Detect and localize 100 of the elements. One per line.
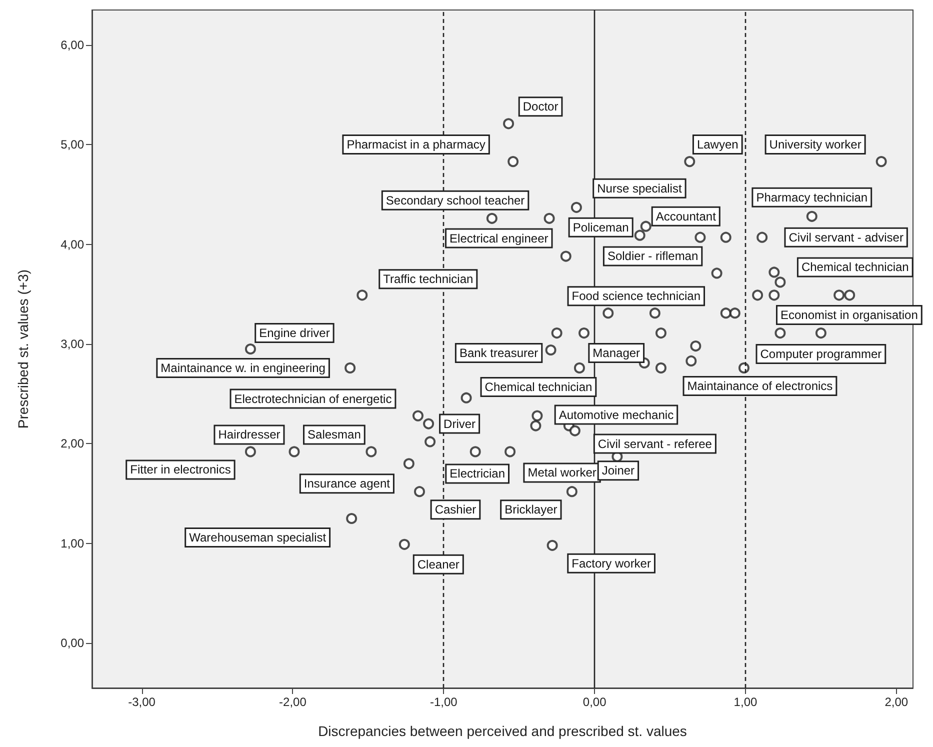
annotation: University worker (769, 138, 862, 152)
point (690, 340, 702, 352)
annotation: Electrician (450, 466, 506, 481)
point (244, 344, 256, 354)
x-tick-label: 1,00 (734, 695, 758, 709)
point (602, 308, 614, 319)
annotation: Lawyen (696, 138, 738, 152)
annotation: Electrotechnician of energetic (234, 392, 392, 406)
annotation: Computer programmer (760, 347, 882, 362)
annotation: Fitter in electronics (130, 462, 231, 477)
annotation: Doctor (522, 100, 558, 114)
point (504, 446, 516, 458)
annotation: Food science technician (572, 289, 701, 304)
annotation: Pharmacist in a pharmacy (346, 138, 486, 152)
point (768, 266, 780, 278)
point (720, 232, 732, 243)
y-axis-title: Prescribed st. values (+3) (15, 269, 31, 429)
annotation: Chemical technician (801, 260, 909, 274)
y-tick-label: 2,00 (60, 436, 84, 451)
point (288, 446, 300, 458)
point (398, 538, 410, 550)
point (545, 344, 556, 356)
point (752, 290, 764, 301)
y-tick-label: 3,00 (60, 337, 84, 352)
annotation: Traffic technician (383, 272, 474, 286)
point (774, 276, 786, 288)
annotation: Civil servant - referee (598, 436, 712, 451)
point (876, 156, 887, 168)
point (570, 202, 582, 213)
annotation: Nurse specialist (597, 181, 682, 196)
annotation: Factory worker (572, 556, 651, 570)
annotation: Bank treasurer (459, 346, 538, 360)
x-tick-label: 2,00 (884, 695, 908, 709)
point (530, 420, 542, 432)
point (655, 362, 666, 374)
point (655, 328, 666, 339)
annotation: Civil servant - adviser (788, 230, 904, 244)
y-tick-label: 0,00 (60, 636, 84, 650)
point (414, 486, 425, 498)
point (569, 425, 580, 436)
annotation: Hairdresser (218, 428, 280, 442)
annotation: Accountant (656, 209, 717, 224)
y-tick-label: 5,00 (60, 138, 84, 152)
x-tick-label: -1,00 (430, 695, 458, 709)
annotation: Cashier (434, 502, 476, 517)
point (470, 446, 481, 458)
annotation: Insurance agent (304, 476, 391, 491)
annotation: Warehouseman specialist (189, 530, 327, 544)
point (544, 212, 555, 224)
point (729, 308, 740, 319)
point (768, 290, 780, 301)
point (774, 328, 786, 339)
y-tick-label: 4,00 (60, 237, 84, 252)
x-tick-label: -3,00 (128, 695, 156, 709)
point (503, 118, 514, 130)
point (532, 410, 543, 422)
point (806, 210, 818, 222)
point (412, 410, 424, 422)
point (566, 486, 578, 498)
y-tick-label: 6,00 (60, 38, 84, 52)
point (560, 250, 572, 262)
annotation: Automotive mechanic (558, 408, 674, 422)
point (686, 355, 697, 366)
annotation: Cleaner (417, 557, 460, 572)
annotation: Chemical technician (484, 380, 592, 394)
point (424, 436, 436, 448)
x-axis-title: Discrepancies between perceived and prescribed st. values (318, 723, 687, 739)
point (546, 540, 558, 551)
point (423, 418, 434, 430)
point (551, 328, 562, 339)
annotation: Driver (444, 416, 476, 431)
point (844, 290, 856, 301)
point (684, 156, 696, 168)
annotation: Bricklayer (504, 502, 558, 517)
x-tick-label: 0,00 (582, 695, 607, 709)
annotation: Pharmacy technician (756, 190, 868, 204)
annotation: Policeman (572, 220, 629, 234)
annotation: Manager (592, 346, 640, 360)
x-tick-label: -2,00 (279, 695, 307, 709)
point (711, 268, 722, 279)
annotation: Salesman (308, 428, 361, 442)
annotation: Maintainance of electronics (687, 378, 833, 393)
point (486, 212, 498, 224)
point (720, 308, 732, 319)
point (738, 362, 750, 374)
y-tick-label: 1,00 (60, 536, 84, 550)
point (815, 328, 826, 339)
point (834, 290, 845, 301)
point (366, 446, 377, 458)
point (574, 362, 585, 374)
annotation: Secondary school teacher (386, 193, 525, 208)
annotation: Economist in organisation (780, 308, 918, 322)
annotation: Soldier - rifleman (607, 249, 698, 264)
point (578, 328, 590, 339)
point (634, 230, 646, 241)
point (508, 156, 519, 168)
point (460, 392, 472, 404)
annotation: Metal worker (528, 466, 596, 480)
annotation: Electrical engineer (450, 231, 548, 246)
annotation: Joiner (602, 464, 635, 478)
